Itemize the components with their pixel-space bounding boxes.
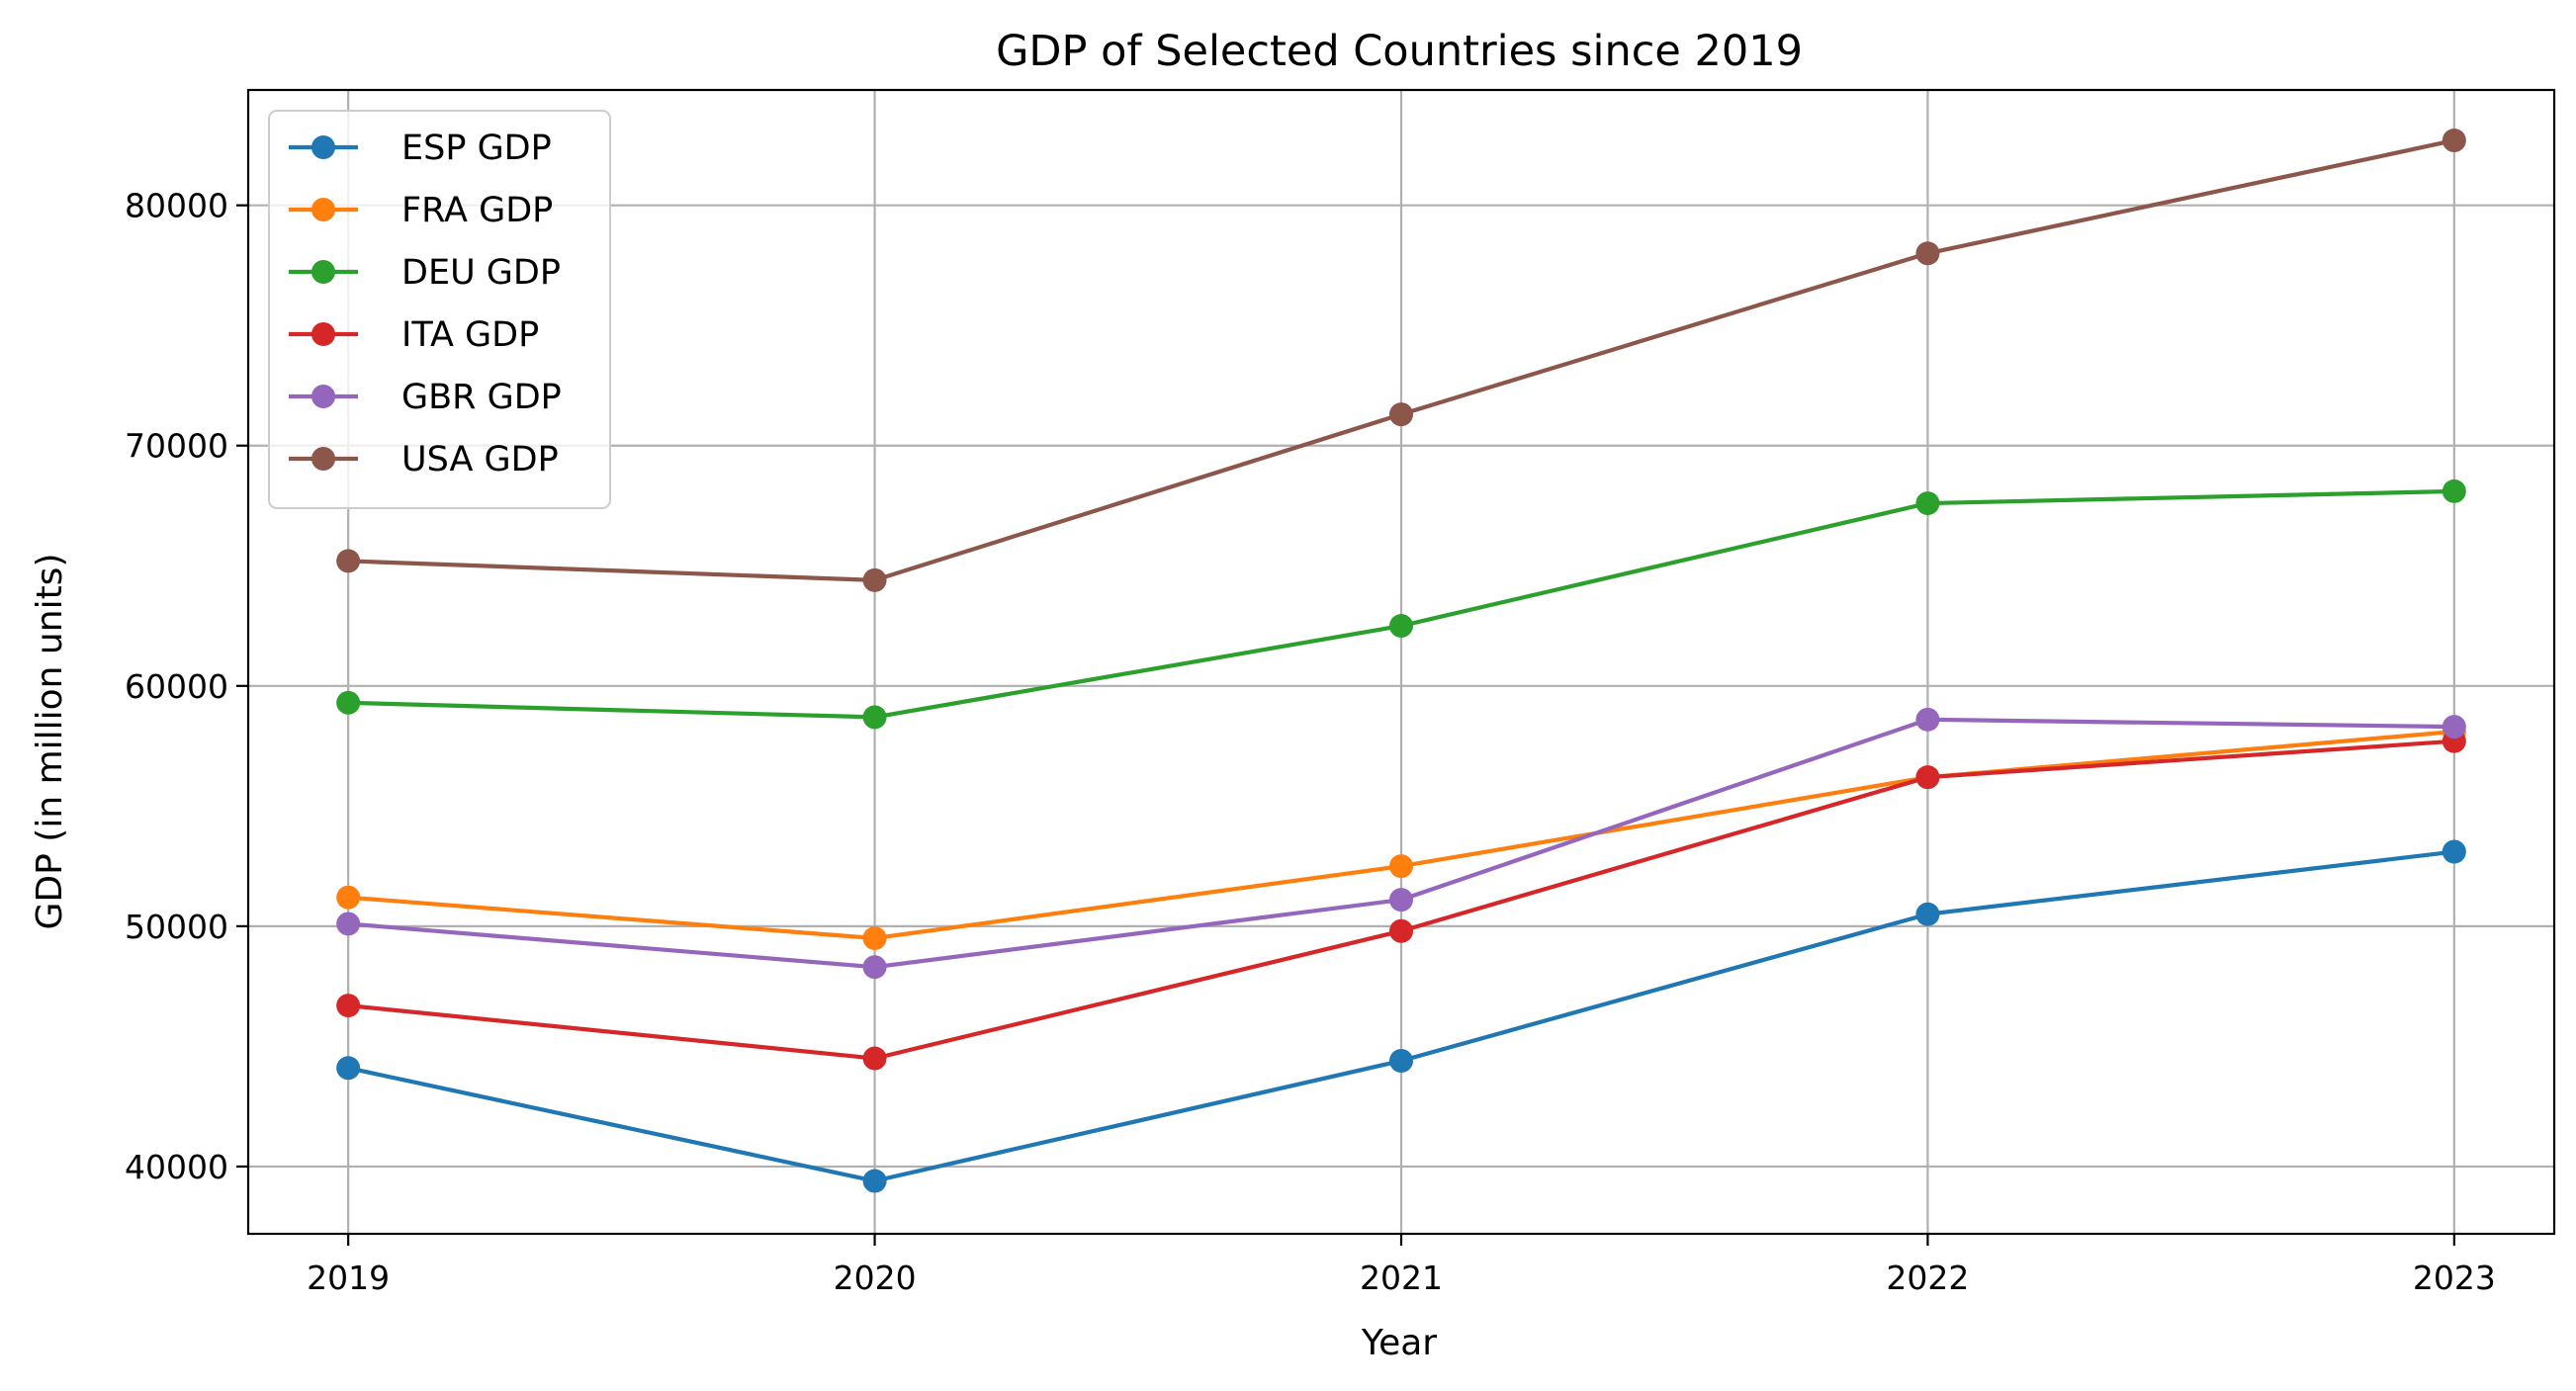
data-point <box>336 690 361 715</box>
legend-label: ITA GDP <box>401 315 539 355</box>
legend-marker <box>311 322 335 346</box>
data-point <box>862 705 887 730</box>
data-point <box>862 1169 887 1193</box>
data-point <box>1915 765 1940 790</box>
data-point <box>1389 614 1413 639</box>
legend-marker <box>311 198 335 221</box>
legend-label: DEU GDP <box>401 253 561 293</box>
data-point <box>1915 902 1940 926</box>
series-ita <box>336 729 2466 1071</box>
legend-marker <box>311 385 335 408</box>
legend-item: FRA GDP <box>289 191 553 230</box>
x-tick-label: 2023 <box>2413 1259 2496 1297</box>
legend-item: USA GDP <box>289 440 559 479</box>
series-esp <box>336 839 2466 1193</box>
legend-label: USA GDP <box>401 440 559 479</box>
data-point <box>1389 402 1413 427</box>
legend-marker <box>311 447 335 471</box>
series-layer <box>336 129 2466 1193</box>
data-point <box>1389 1048 1413 1073</box>
y-tick-label: 60000 <box>125 667 228 706</box>
chart-title: GDP of Selected Countries since 2019 <box>996 27 1803 76</box>
data-point <box>862 1046 887 1071</box>
legend-item: DEU GDP <box>289 253 561 293</box>
data-point <box>1389 888 1413 913</box>
data-point <box>862 955 887 980</box>
legend-item: ESP GDP <box>289 129 552 168</box>
data-point <box>862 926 887 951</box>
data-point <box>862 567 887 592</box>
data-point <box>2442 839 2466 864</box>
data-point <box>1915 491 1940 516</box>
y-tick-label: 40000 <box>125 1148 228 1186</box>
legend-item: GBR GDP <box>289 378 562 417</box>
data-point <box>336 885 361 910</box>
data-point <box>1389 918 1413 943</box>
x-tick-label: 2019 <box>307 1259 390 1297</box>
data-point <box>2442 129 2466 153</box>
x-axis-title: Year <box>1361 1323 1437 1363</box>
data-point <box>2442 715 2466 739</box>
data-point <box>336 912 361 936</box>
legend-label: GBR GDP <box>401 378 562 417</box>
data-point <box>2442 478 2466 503</box>
legend-label: FRA GDP <box>401 191 553 230</box>
series-gbr <box>336 707 2466 980</box>
data-point <box>1915 707 1940 732</box>
x-axis-ticks: 2019 2020 2021 2022 2023 <box>307 1234 2496 1297</box>
data-point <box>336 994 361 1018</box>
series-deu <box>336 478 2466 730</box>
y-axis-ticks: 40000 50000 60000 70000 80000 <box>125 187 248 1186</box>
x-tick-label: 2021 <box>1360 1259 1443 1297</box>
legend-item: ITA GDP <box>289 315 539 355</box>
data-point <box>1389 854 1413 879</box>
y-axis-title: GDP (in million units) <box>30 554 70 930</box>
y-tick-label: 80000 <box>125 187 228 225</box>
legend: ESP GDP FRA GDP DEU GDP ITA GDP GBR GDP USA G… <box>268 110 611 509</box>
y-tick-label: 70000 <box>125 427 228 466</box>
data-point <box>336 549 361 573</box>
x-tick-label: 2020 <box>834 1259 917 1297</box>
series-usa <box>336 129 2466 592</box>
legend-marker <box>311 135 335 159</box>
x-tick-label: 2022 <box>1886 1259 1969 1297</box>
y-tick-label: 50000 <box>125 908 228 946</box>
data-point <box>336 1056 361 1081</box>
legend-label: ESP GDP <box>401 129 552 168</box>
legend-marker <box>311 260 335 284</box>
data-point <box>1915 241 1940 266</box>
